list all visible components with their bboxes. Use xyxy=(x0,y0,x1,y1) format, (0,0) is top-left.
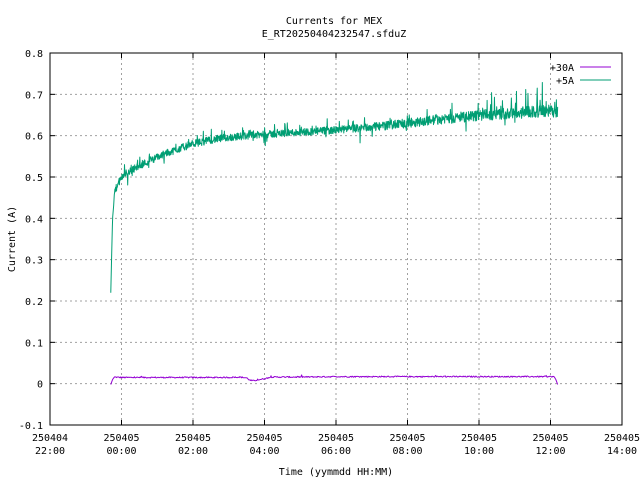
x-tick-date: 250405 xyxy=(103,433,139,444)
y-tick-label: 0.3 xyxy=(25,256,43,267)
legend-label: +5A xyxy=(556,76,574,87)
x-tick-date: 250405 xyxy=(246,433,282,444)
x-axis-label: Time (yymmdd HH:MM) xyxy=(279,467,393,478)
y-tick-label: 0.4 xyxy=(25,214,43,225)
x-tick-date: 250405 xyxy=(532,433,568,444)
series-line-plus5a xyxy=(110,82,559,293)
x-tick-date: 250405 xyxy=(175,433,211,444)
x-tick-time: 12:00 xyxy=(535,446,565,457)
x-tick-time: 10:00 xyxy=(464,446,494,457)
y-tick-label: 0.8 xyxy=(25,49,43,60)
y-tick-label: 0 xyxy=(37,380,43,391)
x-axis-ticks: 250404 22:00 250405 00:00 250405 02:00 250405 0… xyxy=(32,53,640,457)
chart-subtitle: E_RT20250404232547.sfduZ xyxy=(262,29,407,40)
legend-label: +30A xyxy=(550,63,574,74)
y-tick-label: -0.1 xyxy=(19,421,43,432)
y-tick-label: 0.5 xyxy=(25,173,43,184)
grid-lines xyxy=(50,53,622,425)
x-tick-time: 14:00 xyxy=(607,446,637,457)
y-axis-label: Current (A) xyxy=(7,206,18,272)
x-tick-time: 00:00 xyxy=(106,446,136,457)
x-tick-date: 250405 xyxy=(461,433,497,444)
legend: +30A +5A xyxy=(550,63,611,87)
x-tick-time: 22:00 xyxy=(35,446,65,457)
x-tick-time: 02:00 xyxy=(178,446,208,457)
y-tick-label: 0.6 xyxy=(25,132,43,143)
y-tick-label: 0.2 xyxy=(25,297,43,308)
y-tick-label: 0.7 xyxy=(25,90,43,101)
x-tick-date: 250405 xyxy=(604,433,640,444)
plot-frame xyxy=(49,52,623,426)
plot-series xyxy=(110,82,559,385)
chart-title: Currents for MEX xyxy=(286,16,382,27)
x-tick-date: 250405 xyxy=(318,433,354,444)
y-tick-label: 0.1 xyxy=(25,338,43,349)
x-tick-time: 06:00 xyxy=(321,446,351,457)
x-tick-time: 08:00 xyxy=(392,446,422,457)
series-line-plus30a xyxy=(110,374,559,385)
y-axis-ticks: -0.1 0 0.1 0.2 0.3 0.4 0.5 0.6 0.7 0.8 xyxy=(19,49,622,432)
x-tick-date: 250405 xyxy=(389,433,425,444)
x-tick-date: 250404 xyxy=(32,433,68,444)
x-tick-time: 04:00 xyxy=(249,446,279,457)
